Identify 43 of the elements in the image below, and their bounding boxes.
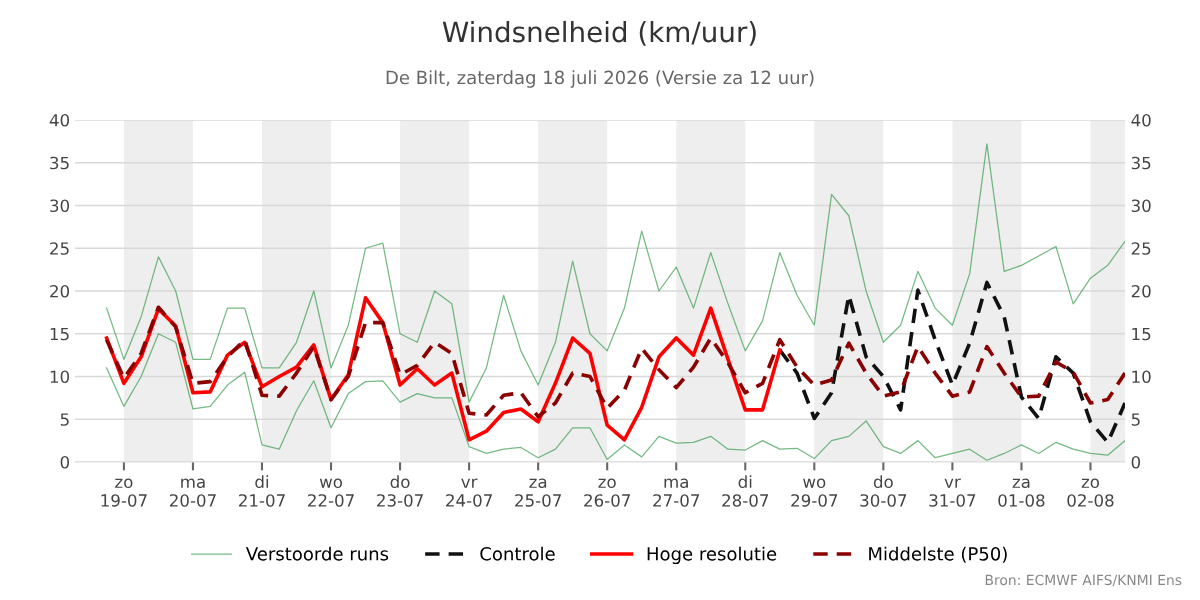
y2-tick-label: 35: [1131, 156, 1151, 170]
chart-title: Windsnelheid (km/uur): [442, 20, 756, 46]
legend-label: Controle: [480, 546, 555, 561]
y-tick-label: 30: [50, 199, 70, 213]
line-series: [106, 143, 1125, 403]
x-tick-label: di 28-07: [722, 475, 769, 507]
x-tick-label: zo 02-08: [1067, 478, 1114, 507]
y2-tick-label: 10: [1132, 370, 1151, 384]
y2-tick-label: 40: [1131, 113, 1151, 127]
x-tick-label: za 25-07: [515, 478, 561, 507]
y-tick-label: 10: [50, 370, 70, 384]
line-series: [104, 305, 1125, 419]
y2-tick-label: 5: [1131, 413, 1140, 426]
line-series: [106, 333, 1125, 461]
text: Bron: ECMWF AIFS/KNMI Ens: [985, 574, 1182, 587]
x-tick-label: di 21-07: [238, 475, 285, 507]
x-tick-label: ma 20-07: [169, 478, 216, 507]
legend-label: Middelste (P50): [869, 546, 1007, 563]
y2-tick-label: 0: [1131, 455, 1141, 469]
x-tick-label: do 30-07: [860, 475, 907, 507]
y2-tick-label: 15: [1132, 327, 1151, 341]
y-tick-label: 0: [60, 455, 70, 469]
y-tick-label: 40: [49, 113, 70, 127]
legend-label: Hoge resolutie: [647, 546, 777, 565]
y2-tick-label: 20: [1131, 284, 1151, 298]
x-tick-label: zo 26-07: [584, 478, 630, 507]
x-tick-label: wo 22-07: [308, 478, 354, 507]
y2-tick-label: 30: [1131, 199, 1151, 213]
y-tick-label: 15: [50, 327, 69, 341]
y-tick-label: 35: [50, 156, 69, 170]
x-tick-label: zo 19-07: [101, 478, 147, 507]
x-tick-label: do 23-07: [377, 475, 423, 507]
chart-subtitle: De Bilt, zaterdag 18 juli 2026 (Versie za 12 uur): [386, 70, 814, 88]
x-tick-label: vr 24-07: [446, 478, 492, 507]
y-tick-label: 20: [50, 284, 70, 298]
x-tick-label: wo 29-07: [791, 478, 838, 507]
x-tick-label: za 01-08: [998, 478, 1045, 507]
legend-label: Verstoorde runs: [245, 546, 389, 561]
y-tick-label: 5: [60, 413, 69, 426]
y2-tick-label: 25: [1131, 242, 1151, 255]
x-tick-label: vr 31-07: [929, 478, 976, 507]
x-tick-label: ma 27-07: [653, 478, 700, 507]
y-tick-label: 25: [50, 242, 69, 255]
